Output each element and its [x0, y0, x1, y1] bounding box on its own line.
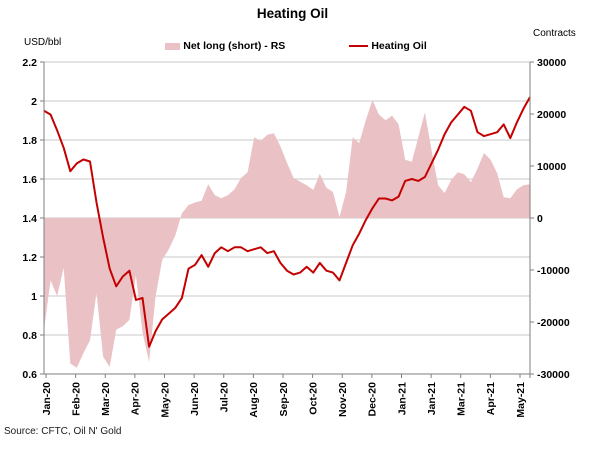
left-axis-tick-label: 0.8 [22, 330, 37, 342]
x-axis-tick-label: Dec-20 [367, 382, 379, 417]
x-axis-tick-label: Jan-20 [41, 382, 53, 415]
left-axis-tick-label: 1.2 [22, 252, 37, 264]
line-swatch-icon [349, 44, 369, 48]
x-axis-tick-label: May-20 [159, 382, 171, 418]
legend-label-heating-oil: Heating Oil [371, 40, 427, 52]
x-axis-tick-label: Sep-20 [278, 382, 290, 417]
x-axis-tick-label: Aug-20 [248, 382, 260, 418]
legend-item-heating-oil: Heating Oil [349, 40, 427, 52]
x-axis-tick-label: Jun-20 [189, 382, 201, 416]
left-axis-tick-label: 1 [31, 291, 37, 303]
x-axis-tick-label: Jul-20 [219, 382, 231, 413]
left-axis-tick-label: 2 [31, 96, 37, 108]
left-axis-tick-label: 2.2 [22, 57, 37, 69]
x-axis-tick-label: Mar-21 [456, 382, 468, 416]
right-axis-unit-label: Contracts [533, 28, 576, 39]
x-axis-tick-label: Nov-20 [337, 382, 349, 417]
right-axis-tick-label: -20000 [537, 317, 570, 329]
legend-label-net-long: Net long (short) - RS [183, 40, 286, 52]
right-axis-tick-label: 10000 [537, 161, 566, 173]
right-axis-tick-label: 30000 [537, 57, 566, 69]
net-long-area-series [44, 100, 530, 368]
chart-title: Heating Oil [256, 6, 329, 21]
area-swatch-icon [165, 42, 181, 50]
left-axis-tick-label: 1.8 [22, 135, 37, 147]
x-axis-tick-label: Oct-20 [307, 382, 319, 415]
heating-oil-line-series [43, 96, 531, 348]
legend-item-net-long: Net long (short) - RS [165, 40, 285, 52]
right-axis-tick-label: 0 [537, 213, 543, 225]
left-axis-unit-label: USD/bbl [24, 37, 62, 48]
left-axis-tick-label: 0.6 [22, 369, 37, 381]
left-axis-tick-label: 1.4 [22, 213, 37, 225]
x-axis-tick-label: May-21 [515, 382, 527, 418]
x-axis-tick-label: Apr-21 [485, 382, 497, 415]
left-axis-tick-label: 1.6 [22, 174, 37, 186]
x-axis-tick-label: Feb-20 [70, 382, 82, 416]
right-axis-tick-label: -30000 [537, 369, 570, 381]
right-axis-tick-label: -10000 [537, 265, 570, 277]
x-axis-tick-label: Jan-21 [396, 382, 408, 415]
chart-legend: Net long (short) - RS Heating Oil [0, 40, 592, 52]
x-axis-tick-label: Apr-20 [130, 382, 142, 415]
source-note: Source: CFTC, Oil N' Gold [4, 426, 122, 437]
right-axis-tick-label: 20000 [537, 109, 566, 121]
x-axis-tick-label: Mar-20 [100, 382, 112, 416]
x-axis-tick-label: Jan-21 [426, 382, 438, 415]
